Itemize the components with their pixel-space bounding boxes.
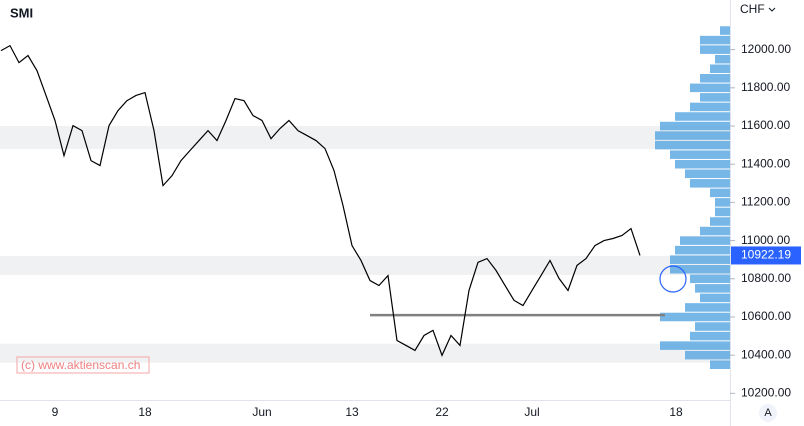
chart-title: SMI [10, 5, 33, 20]
volume-bar [690, 83, 730, 93]
volume-bar [720, 26, 730, 35]
volume-bar [680, 236, 730, 245]
watermark-box [16, 356, 150, 374]
x-tick-label: 22 [435, 405, 449, 419]
y-tick-label: 10400.00 [741, 347, 791, 361]
x-tick-label: 18 [138, 405, 152, 419]
scale-button[interactable]: A [764, 407, 772, 419]
y-tick-label: 10200.00 [741, 386, 791, 400]
x-tick-label: 18 [669, 405, 683, 419]
volume-bar [675, 159, 730, 169]
volume-bar [700, 93, 730, 102]
volume-bar [710, 188, 730, 198]
volume-bar [700, 226, 730, 236]
zone [0, 343, 730, 363]
last-price-label: 10922.19 [741, 248, 791, 262]
zone [0, 126, 730, 149]
volume-bar [700, 35, 730, 45]
currency-label[interactable]: CHF [740, 2, 765, 16]
volume-bar [670, 150, 730, 159]
volume-bar [670, 255, 730, 264]
volume-bar [660, 341, 730, 350]
volume-bar [690, 274, 730, 284]
price-line [0, 44, 641, 357]
zones [0, 126, 730, 363]
x-tick-label: 13 [345, 405, 359, 419]
cursor-circle [659, 265, 687, 293]
zone [0, 255, 730, 275]
volume-bar [710, 64, 730, 74]
volume-bar [670, 264, 730, 274]
last-price-tag [731, 246, 801, 265]
y-tick-label: 11200.00 [741, 195, 790, 209]
volume-bar [715, 207, 730, 217]
volume-bar [700, 74, 730, 83]
currency-caret [768, 7, 776, 12]
volume-bar [700, 45, 730, 54]
volume-bar [700, 293, 730, 303]
volume-bar [715, 198, 730, 207]
volume-bar [690, 179, 730, 188]
volume-bar [655, 140, 730, 150]
volume-bar [715, 54, 730, 64]
y-tick-label: 12000.00 [741, 42, 791, 56]
volume-bar [685, 303, 730, 312]
x-tick-label: 9 [52, 405, 59, 419]
scale-button-bg[interactable] [759, 404, 777, 422]
volume-profile [655, 26, 730, 369]
x-tick-label: Jul [524, 405, 539, 419]
volume-bar [685, 350, 730, 360]
volume-bar [690, 331, 730, 341]
volume-bar [655, 131, 730, 140]
plot [0, 44, 665, 357]
volume-bar [695, 284, 730, 293]
y-tick-label: 10600.00 [741, 309, 791, 323]
volume-bar [695, 322, 730, 331]
volume-bar [660, 121, 730, 131]
volume-bar [710, 360, 730, 369]
y-tick-label: 11800.00 [741, 80, 790, 94]
volume-bar [710, 217, 730, 226]
volume-bar [675, 112, 730, 121]
y-tick-label: 11000.00 [741, 233, 790, 247]
y-tick-label: 11600.00 [741, 118, 790, 132]
volume-bar [660, 312, 730, 322]
watermark: (c) www.aktienscan.ch [21, 358, 140, 372]
y-tick-label: 11400.00 [741, 156, 790, 170]
volume-bar [690, 102, 730, 112]
volume-bar [675, 245, 730, 255]
volume-bar [685, 169, 730, 179]
y-tick-label: 10800.00 [741, 271, 791, 285]
x-tick-label: Jun [252, 405, 271, 419]
